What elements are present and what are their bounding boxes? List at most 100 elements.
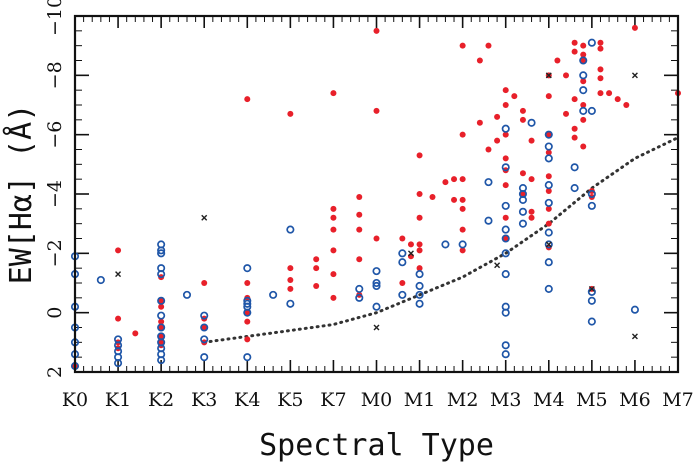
filled-point [502,182,509,189]
cross-point [201,214,208,221]
x-tick-label-K3: K3 [191,389,217,411]
cross-stroke [494,262,501,269]
x-tick-label-K0: K0 [62,389,88,411]
filled-point [459,196,466,203]
filled-point [416,265,423,272]
open-point [200,311,209,320]
open-point [587,317,596,326]
x-tick-label-M4: M4 [533,389,565,411]
cross-stroke [545,241,552,248]
filled-point [201,324,208,331]
x-tick-label-K2: K2 [148,389,174,411]
open-point [200,335,209,344]
y-tick-label: −4 [44,180,66,208]
filled-point [511,93,518,100]
filled-point [494,113,501,120]
open-point [587,106,596,115]
filled-point [580,42,587,49]
y-tick-label: 2 [44,366,66,378]
filled-point [416,214,423,221]
filled-point [330,271,337,278]
y-axis-title: EW[Hα] (Å) [3,104,39,285]
filled-point [330,226,337,233]
filled-point [399,235,406,242]
filled-point [545,173,552,180]
filled-point [158,324,165,331]
dotted-curve [202,136,680,344]
y-tick-labels: 2 0 −2 −4 −6 −8 −10 [44,0,66,378]
filled-point [494,137,501,144]
open-point [544,181,553,190]
filled-point [158,333,165,340]
x-tick-label-K4: K4 [234,389,260,411]
x-tick-label-M5: M5 [576,389,608,411]
filled-point [476,57,483,64]
filled-point [330,214,337,221]
open-point [355,284,364,293]
filled-point [502,235,509,242]
open-point [182,290,192,299]
cross-point [545,241,552,248]
open-point [587,38,596,47]
filled-point [416,152,423,159]
cross-point [373,324,380,331]
filled-point [115,247,122,254]
filled-point [330,90,337,97]
filled-point [287,110,294,117]
open-point [415,281,424,291]
open-point [501,249,510,258]
filled-point [201,280,208,286]
filled-point [597,90,604,97]
open-point [484,216,493,225]
cross-stroke [373,324,380,331]
filled-point [528,176,535,183]
open-point [501,350,510,359]
filled-point [571,48,578,55]
filled-point [502,87,509,94]
open-point [544,130,553,139]
filled-point [416,241,423,248]
open-point [518,195,527,204]
filled-point [356,256,363,263]
open-point [157,311,166,320]
filled-point [287,285,294,292]
x-tick-label-M3: M3 [490,389,522,411]
filled-point [545,220,552,227]
open-point [372,278,381,288]
filled-point [502,102,509,108]
open-point [372,302,381,311]
open-point [570,163,579,172]
filled-point [313,256,320,263]
filled-point [356,211,363,218]
cross-stroke [588,285,595,292]
filled-point [158,303,165,310]
filled-point [528,214,535,221]
y-tick-label: −10 [44,0,66,36]
filled-point [554,57,561,64]
filled-point [244,336,251,343]
filled-point [623,102,630,108]
filled-point [287,277,294,284]
filled-point [528,208,535,215]
filled-point [416,191,423,197]
filled-point [451,196,458,203]
open-point [372,267,381,276]
filled-point [597,45,604,52]
open-point [157,249,166,258]
open-point [157,246,166,255]
open-point [544,198,553,207]
filled-point [519,191,526,197]
filled-point [459,247,466,254]
filled-point [459,226,466,233]
x-tick-label-M7: M7 [662,389,694,411]
open-point [243,308,252,317]
cross-point [545,72,552,79]
filled-point [580,57,587,64]
open-point [518,219,527,228]
cross-stroke [115,271,122,278]
open-point [544,228,553,237]
cross-stroke [201,214,208,221]
filled-point [571,125,578,132]
filled-point [485,146,492,153]
filled-point [407,241,414,248]
